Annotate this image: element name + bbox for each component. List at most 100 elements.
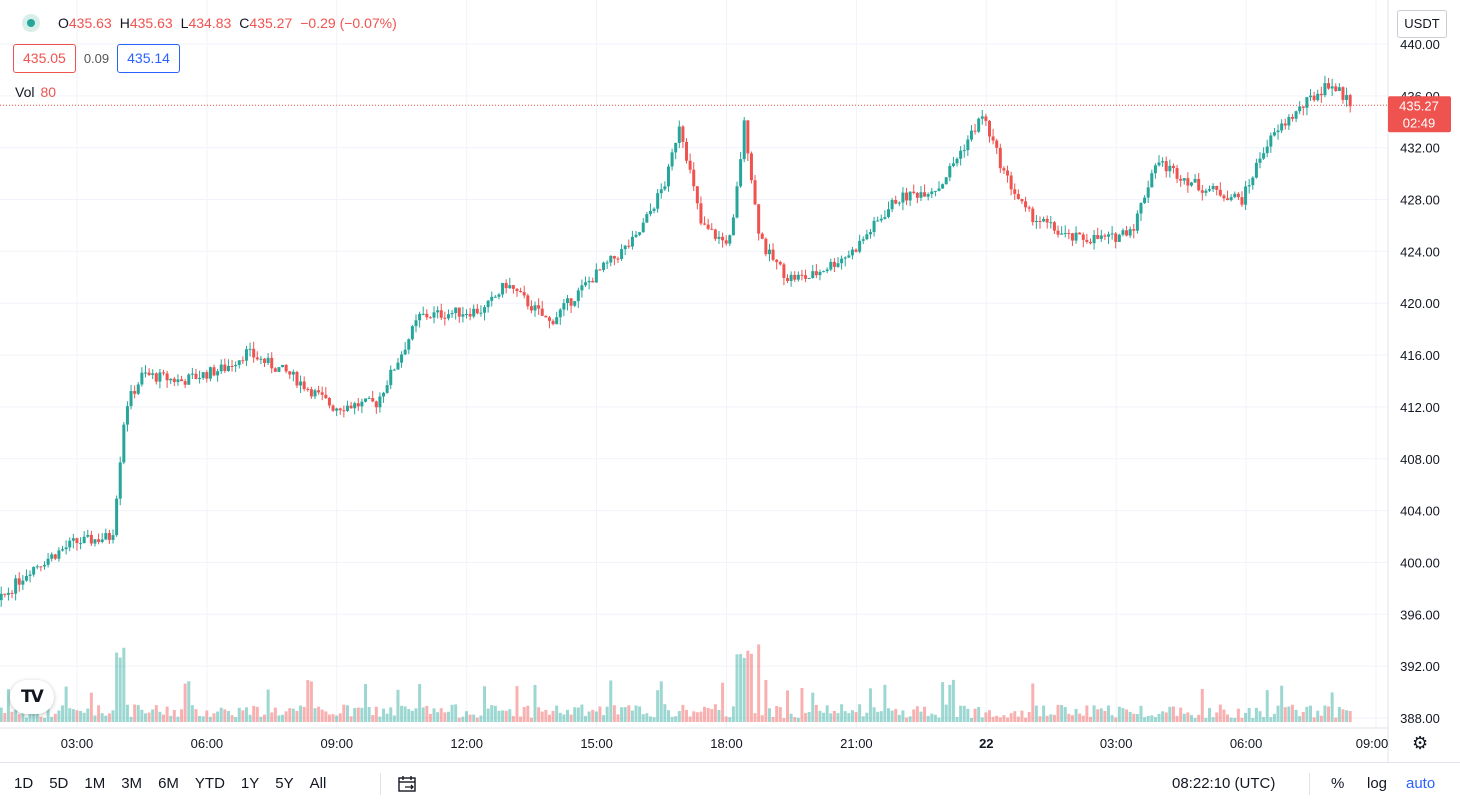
candle-body: [1283, 123, 1287, 126]
candle-body: [1153, 165, 1157, 174]
candle-body: [713, 229, 717, 239]
candle-body: [789, 274, 793, 282]
volume-bar: [973, 708, 977, 722]
volume-bar: [374, 706, 378, 722]
candle-body: [959, 150, 963, 159]
volume-bar: [1193, 717, 1197, 722]
volume-bar: [721, 682, 725, 722]
time-tick-label: 06:00: [191, 736, 224, 751]
candle-body: [299, 381, 303, 386]
settings-gear-icon[interactable]: ⚙: [1412, 733, 1429, 753]
range-5y[interactable]: 5Y: [275, 775, 294, 792]
time-tick-label: 12:00: [450, 736, 483, 751]
candle-body: [385, 385, 389, 393]
volume-bar: [306, 680, 310, 722]
volume-bar: [1345, 710, 1349, 722]
buy-price-button[interactable]: 435.14: [117, 44, 180, 73]
volume-bar: [811, 692, 815, 722]
volume-bar: [739, 654, 743, 722]
candle-body: [847, 255, 851, 258]
volume-bar: [118, 657, 122, 722]
volume-bar: [529, 717, 533, 722]
volume-bar: [6, 689, 10, 722]
candle-body: [248, 348, 252, 350]
volume-bar: [234, 717, 238, 722]
candle-body: [140, 372, 144, 385]
volume-bar: [674, 716, 678, 722]
volume-bar: [868, 688, 872, 722]
candle-body: [288, 371, 292, 375]
volume-bar: [24, 717, 28, 722]
sell-price-button[interactable]: 435.05: [13, 44, 76, 73]
range-ytd[interactable]: YTD: [194, 775, 225, 792]
volume-bar: [425, 705, 429, 722]
candle-body: [1301, 106, 1305, 108]
candle-body: [623, 245, 627, 250]
candle-body: [576, 290, 580, 302]
candle-body: [403, 349, 407, 355]
time-tick-label: 15:00: [580, 736, 613, 751]
volume-bar: [133, 704, 137, 722]
candle-body: [656, 193, 660, 209]
volume-bar: [244, 707, 248, 722]
price-tick-label: 388.00: [1400, 711, 1440, 726]
candle-body: [865, 234, 869, 240]
volume-bar: [843, 711, 847, 722]
candle-body: [717, 236, 721, 239]
candle-body: [17, 578, 21, 585]
open-label: O: [58, 15, 69, 31]
market-status-icon[interactable]: [22, 14, 40, 32]
percent-scale-toggle[interactable]: %: [1331, 775, 1345, 792]
candle-body: [739, 159, 743, 187]
candle-body: [1222, 195, 1226, 199]
candle-body: [82, 536, 86, 544]
range-1d[interactable]: 1D: [14, 775, 34, 792]
volume-bar: [363, 684, 367, 722]
auto-scale-toggle[interactable]: auto: [1406, 775, 1436, 792]
volume-bar: [598, 706, 602, 722]
volume-bar: [796, 717, 800, 722]
volume-value: 80: [40, 84, 57, 100]
candle-body: [905, 192, 909, 201]
volume-bar: [840, 704, 844, 722]
candle-body: [1276, 130, 1280, 133]
volume-bar: [165, 706, 169, 722]
volume-bar: [125, 704, 129, 722]
candle-body: [1280, 123, 1284, 131]
candlesticks: [0, 75, 1352, 607]
currency-button[interactable]: USDT: [1397, 10, 1447, 38]
volume-bar: [407, 709, 411, 722]
log-scale-toggle[interactable]: log: [1367, 775, 1388, 792]
volume-bar: [338, 713, 342, 722]
go-to-date-calendar-icon[interactable]: [398, 775, 418, 793]
volume-bar: [1168, 706, 1172, 722]
volume-bar: [1052, 714, 1056, 722]
range-3m[interactable]: 3M: [121, 775, 143, 792]
volume-bar: [1280, 685, 1284, 722]
range-6m[interactable]: 6M: [158, 775, 179, 792]
candle-body: [966, 139, 970, 151]
candle-body: [1345, 95, 1349, 100]
volume-bar: [493, 705, 497, 722]
volume-bar: [584, 715, 588, 722]
candle-body: [169, 378, 173, 381]
volume-bar: [594, 711, 598, 722]
candle-body: [1020, 198, 1024, 202]
tradingview-logo-icon[interactable]: TV: [10, 680, 54, 714]
volume-bar: [800, 687, 804, 722]
volume-bar: [151, 709, 155, 722]
range-all[interactable]: All: [309, 775, 327, 792]
candle-body: [187, 374, 191, 385]
candle-body: [692, 169, 696, 187]
volume-bar: [162, 714, 166, 722]
range-5d[interactable]: 5D: [49, 775, 69, 792]
volume-bar: [1211, 717, 1215, 722]
range-1m[interactable]: 1M: [84, 775, 106, 792]
utc-clock[interactable]: 08:22:10 (UTC): [1172, 775, 1276, 792]
volume-bar: [814, 704, 818, 722]
volume-bar: [966, 708, 970, 722]
range-1y[interactable]: 1Y: [240, 775, 260, 792]
volume-bar: [951, 679, 955, 722]
volume-bar: [519, 716, 523, 722]
